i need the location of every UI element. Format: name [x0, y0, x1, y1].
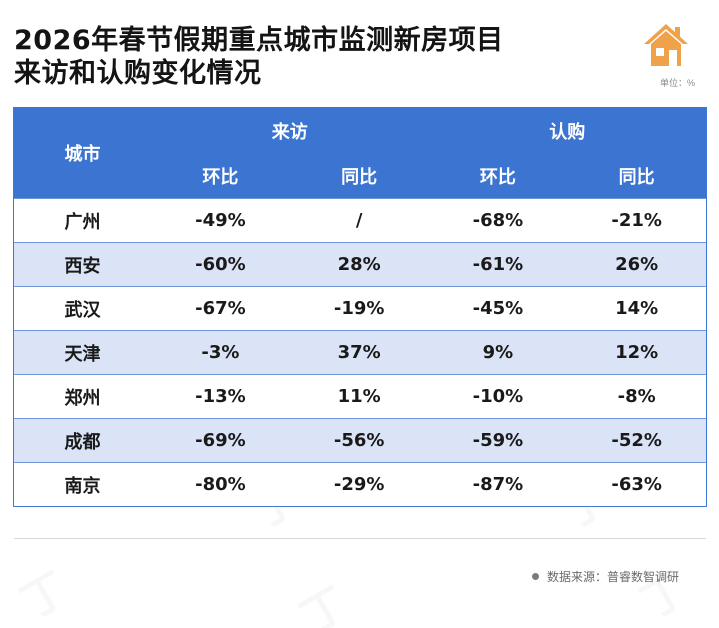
table-cell: -45% — [428, 286, 568, 331]
table-row: 武汉 -67% -19% -45% 14% — [14, 286, 706, 331]
table-cell: -3% — [151, 330, 290, 375]
table-row: 广州 -49% / -68% -21% — [14, 198, 706, 243]
table-row: 成都 -69% -56% -59% -52% — [14, 418, 706, 463]
house-icon — [644, 24, 688, 66]
table-cell: 37% — [289, 330, 429, 375]
table-cell: -60% — [151, 242, 290, 287]
footer-divider — [14, 538, 706, 539]
table-cell: -19% — [289, 286, 429, 331]
city-cell: 西安 — [14, 242, 151, 287]
city-cell: 广州 — [14, 198, 151, 243]
title-line-2: 来访和认购变化情况 — [14, 58, 262, 89]
table-cell: 11% — [289, 374, 429, 419]
table-cell: 28% — [289, 242, 429, 287]
table-cell: 14% — [567, 286, 706, 331]
table-cell: -63% — [567, 462, 706, 506]
table-cell: -56% — [289, 418, 429, 463]
page-title: 2026年春节假期重点城市监测新房项目 来访和认购变化情况 — [14, 24, 504, 90]
table-cell: -10% — [428, 374, 568, 419]
subheader-visits-mom: 环比 — [151, 154, 290, 199]
subheader-visits-yoy: 同比 — [289, 154, 429, 199]
title-line-1: 2026年春节假期重点城市监测新房项目 — [14, 25, 504, 56]
city-cell: 天津 — [14, 330, 151, 375]
table-cell: -29% — [289, 462, 429, 506]
data-table: 城市 来访 认购 环比 同比 环比 同比 广州 -49% / -68% -21%… — [13, 107, 707, 507]
table-cell: -80% — [151, 462, 290, 506]
source-text: 数据来源：普睿数智调研 — [546, 570, 679, 584]
table-row: 西安 -60% 28% -61% 26% — [14, 242, 706, 287]
group-header-visits: 来访 — [151, 108, 429, 154]
table-cell: -68% — [428, 198, 568, 243]
city-cell: 成都 — [14, 418, 151, 463]
unit-note: 单位：% — [659, 78, 695, 88]
table-cell: -13% — [151, 374, 290, 419]
group-header-subscriptions: 认购 — [428, 108, 706, 154]
table-row: 南京 -80% -29% -87% -63% — [14, 462, 706, 506]
table-cell: 9% — [428, 330, 568, 375]
table-cell: 12% — [567, 330, 706, 375]
table-cell: -21% — [567, 198, 706, 243]
bullet-dot-icon — [531, 573, 539, 580]
table-cell: -59% — [428, 418, 568, 463]
table-row: 天津 -3% 37% 9% 12% — [14, 330, 706, 375]
subheader-subs-mom: 环比 — [428, 154, 568, 199]
city-cell: 武汉 — [14, 286, 151, 331]
table-cell: -8% — [567, 374, 706, 419]
source-note: 数据来源：普睿数智调研 — [531, 568, 679, 585]
table-cell: -52% — [567, 418, 706, 463]
table-cell: -49% — [151, 198, 290, 243]
table-row: 郑州 -13% 11% -10% -8% — [14, 374, 706, 419]
table-cell: / — [289, 198, 429, 243]
city-cell: 南京 — [14, 462, 151, 506]
table-cell: 26% — [567, 242, 706, 287]
city-cell: 郑州 — [14, 374, 151, 419]
table-cell: -61% — [428, 242, 568, 287]
table-cell: -69% — [151, 418, 290, 463]
table-cell: -67% — [151, 286, 290, 331]
subheader-subs-yoy: 同比 — [567, 154, 706, 199]
city-header: 城市 — [14, 108, 151, 199]
table-cell: -87% — [428, 462, 568, 506]
